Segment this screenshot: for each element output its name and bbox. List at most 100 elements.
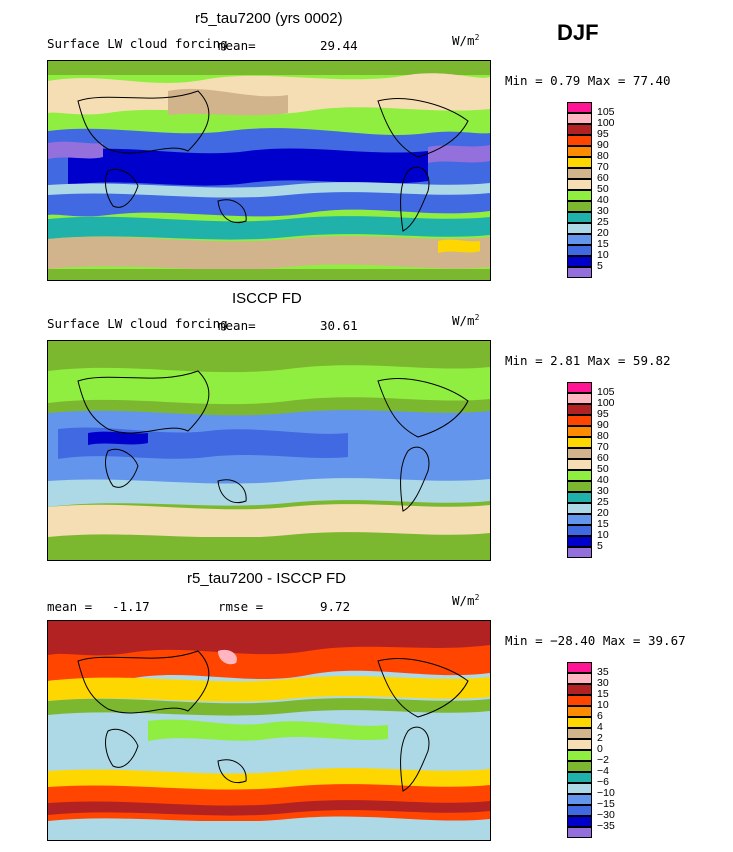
panel-1-subtitle: Surface LW cloud forcing [47,36,228,51]
legend-1-swatch [567,113,592,124]
legend-1-label: 25 [597,216,609,228]
legend-2-swatch [567,492,592,503]
legend-1-swatch [567,124,592,135]
legend-2-swatch [567,536,592,547]
legend-1-swatch [567,212,592,223]
legend-3-swatch [567,706,592,717]
legend-1-swatch [567,256,592,267]
legend-1-label: 10 [597,249,609,261]
panel-1-legend: 105 100 95 90 80 70 60 50 40 30 25 20 15… [567,102,637,278]
legend-2-swatch [567,448,592,459]
legend-1-label: 5 [597,260,603,272]
legend-3-swatch [567,761,592,772]
legend-1-label: 70 [597,161,609,173]
legend-1-swatch [567,190,592,201]
legend-2-label: 25 [597,496,609,508]
panel-3-title: r5_tau7200 - ISCCP FD [187,570,346,587]
legend-1-swatch [567,201,592,212]
legend-1-label: 20 [597,227,609,239]
panel-3-mean-value: -1.17 [112,599,150,614]
legend-3-label: 15 [597,688,609,700]
legend-3-label: 35 [597,666,609,678]
legend-1-label: 105 [597,106,615,118]
legend-2-swatch [567,393,592,404]
panel-3-minmax: Min = −28.40 Max = 39.67 [505,633,686,648]
legend-2-label: 30 [597,485,609,497]
legend-3-swatch [567,816,592,827]
legend-3-label: 6 [597,710,603,722]
legend-1-swatch [567,179,592,190]
legend-1-label: 30 [597,205,609,217]
legend-3-label: −6 [597,776,609,788]
legend-2-swatch [567,525,592,536]
legend-2-label: 95 [597,408,609,420]
legend-1-label: 95 [597,128,609,140]
legend-3-swatch [567,805,592,816]
panel-1-minmax: Min = 0.79 Max = 77.40 [505,73,671,88]
panel-2-map [47,340,491,561]
panel-3-map [47,620,491,841]
legend-2-swatch [567,382,592,393]
panel-2-mean-label: mean= [218,318,256,333]
panel-3-field [48,621,490,840]
legend-2-label: 40 [597,474,609,486]
legend-2-swatch [567,426,592,437]
season-label: DJF [557,20,599,45]
legend-3-label: −30 [597,809,615,821]
legend-2-label: 60 [597,452,609,464]
panel-1-unit: W/m2 [452,33,480,49]
legend-2-swatch [567,470,592,481]
legend-1-swatch [567,146,592,157]
legend-3-swatch [567,695,592,706]
legend-2-swatch [567,514,592,525]
legend-3-label: 10 [597,699,609,711]
legend-1-swatch [567,223,592,234]
legend-3-swatch [567,739,592,750]
panel-3-legend: 35 30 15 10 6 4 2 0 −2 −4 −6 −10 −15 −30… [567,662,637,838]
legend-1-label: 80 [597,150,609,162]
legend-1-label: 50 [597,183,609,195]
legend-2-swatch [567,437,592,448]
legend-2-swatch [567,459,592,470]
legend-1-label: 40 [597,194,609,206]
legend-2-label: 5 [597,540,603,552]
legend-1-swatch [567,102,592,113]
legend-3-swatch [567,750,592,761]
legend-3-label: −35 [597,820,615,832]
legend-1-label: 100 [597,117,615,129]
legend-2-label: 50 [597,463,609,475]
legend-1-label: 90 [597,139,609,151]
panel-1-mean-label: mean= [218,38,256,53]
legend-1-swatch [567,135,592,146]
legend-1-swatch [567,168,592,179]
legend-2-label: 100 [597,397,615,409]
legend-3-swatch [567,662,592,673]
legend-3-label: −2 [597,754,609,766]
panel-2-legend: 105 100 95 90 80 70 60 50 40 30 25 20 15… [567,382,637,558]
legend-2-label: 10 [597,529,609,541]
legend-1-label: 15 [597,238,609,250]
legend-3-swatch [567,827,592,838]
legend-2-label: 80 [597,430,609,442]
legend-1-swatch [567,234,592,245]
panel-3-unit: W/m2 [452,593,480,609]
legend-3-swatch [567,717,592,728]
legend-3-label: −10 [597,787,615,799]
legend-3-label: −15 [597,798,615,810]
legend-3-swatch [567,794,592,805]
legend-2-swatch [567,415,592,426]
panel-1-title: r5_tau7200 (yrs 0002) [195,10,343,27]
panel-3-rmse-value: 9.72 [320,599,351,614]
legend-3-swatch [567,673,592,684]
panel-2-unit: W/m2 [452,313,480,329]
legend-1-swatch [567,245,592,256]
panel-2-mean-value: 30.61 [320,318,358,333]
legend-2-label: 20 [597,507,609,519]
legend-3-label: 4 [597,721,603,733]
legend-3-label: −4 [597,765,609,777]
legend-2-swatch [567,503,592,514]
panel-2-title: ISCCP FD [232,290,302,307]
legend-3-swatch [567,772,592,783]
panel-1-map [47,60,491,281]
panel-3-mean-label: mean = [47,599,93,614]
